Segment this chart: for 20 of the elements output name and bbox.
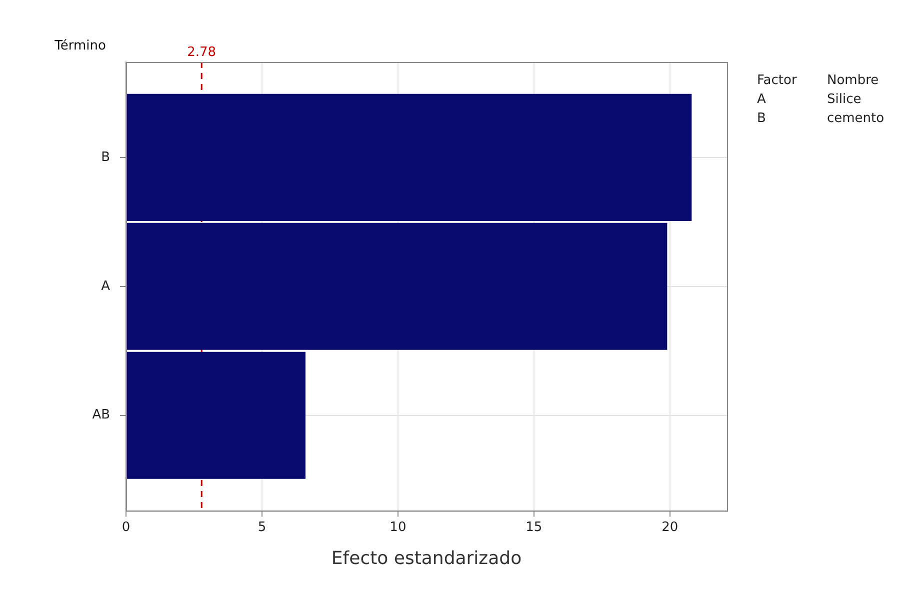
- text: Nombre: [827, 73, 880, 88]
- y-tick-label: B: [101, 150, 110, 165]
- text: B: [757, 111, 767, 126]
- y-tick-label: A: [101, 278, 110, 294]
- bar: [126, 352, 306, 479]
- bar: [126, 222, 668, 350]
- x-tick-label: 10: [390, 520, 406, 535]
- text: Factor: [757, 73, 798, 88]
- y-tick-label: AB: [92, 408, 110, 423]
- y-axis-title: Término: [54, 38, 106, 54]
- text: Silice: [827, 92, 862, 107]
- x-tick-label: 5: [258, 520, 266, 535]
- text: A: [757, 92, 767, 107]
- x-tick-label: 15: [526, 520, 542, 535]
- ref-line-label: 2.78: [187, 44, 216, 60]
- x-axis-title: Efecto estandarizado: [331, 548, 522, 569]
- bar: [126, 94, 692, 221]
- x-tick-label: 0: [122, 520, 130, 535]
- text: cemento: [827, 111, 884, 126]
- x-tick-label: 20: [662, 520, 678, 535]
